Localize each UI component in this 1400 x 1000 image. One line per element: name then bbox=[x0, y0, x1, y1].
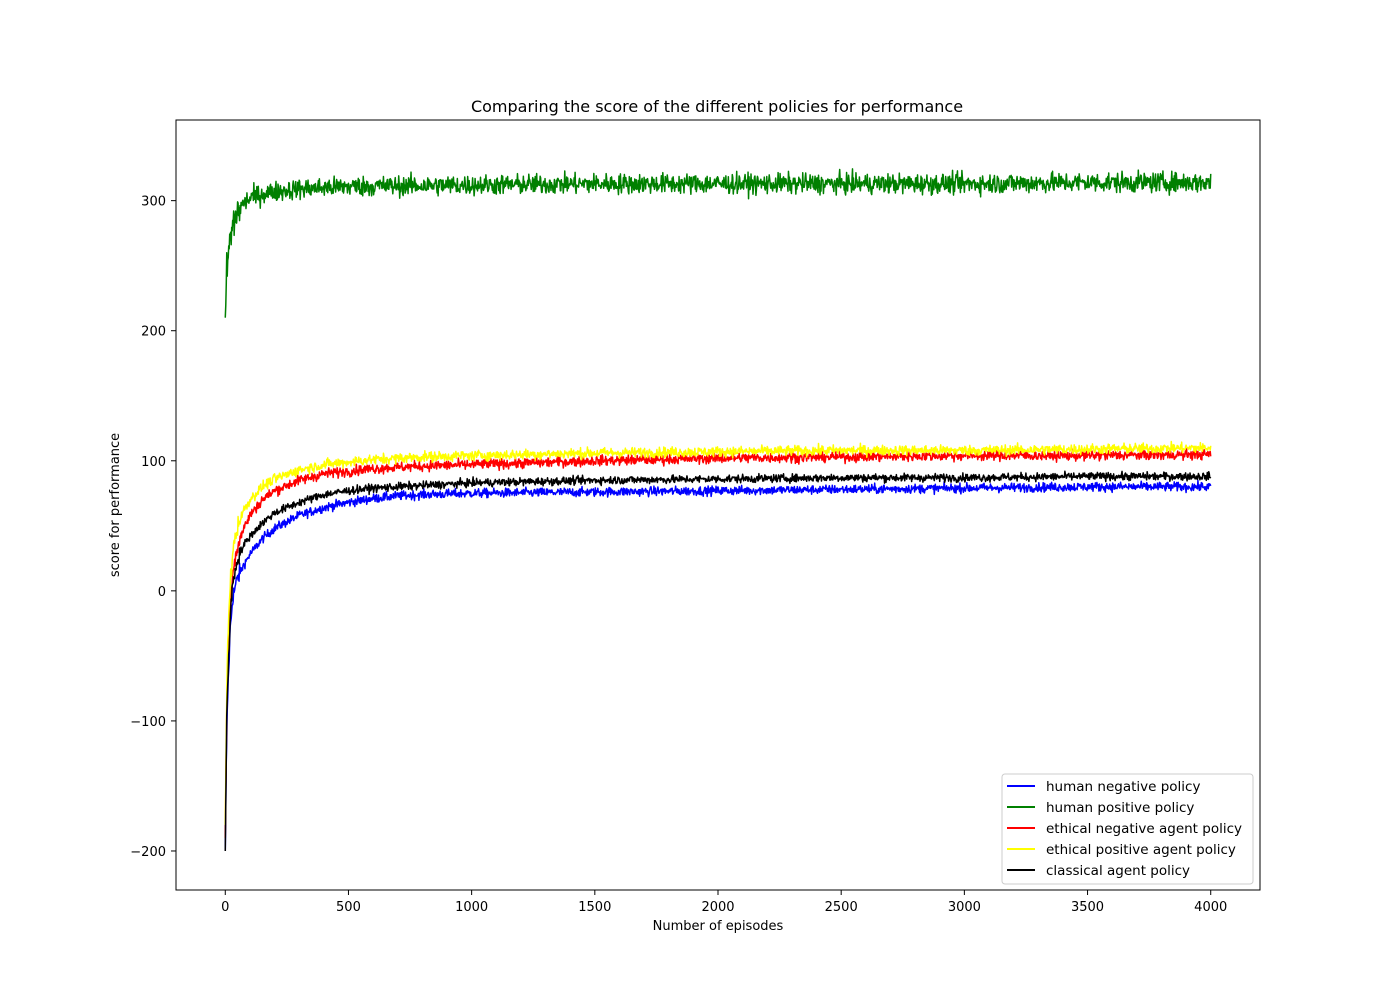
legend-label: human negative policy bbox=[1046, 779, 1200, 795]
y-tick-label: 100 bbox=[141, 455, 166, 470]
legend-label: classical agent policy bbox=[1046, 863, 1190, 879]
series-line-0 bbox=[224, 479, 1212, 851]
x-tick-label: 2000 bbox=[701, 900, 734, 915]
legend-label: ethical positive agent policy bbox=[1046, 842, 1236, 858]
x-tick-label: 500 bbox=[336, 900, 361, 915]
series-line-1 bbox=[224, 168, 1212, 318]
x-tick-label: 4000 bbox=[1194, 900, 1227, 915]
y-tick-label: 300 bbox=[141, 195, 166, 210]
x-tick-label: 1500 bbox=[578, 900, 611, 915]
x-axis-label: Number of episodes bbox=[653, 919, 784, 934]
x-tick-label: 2500 bbox=[825, 900, 858, 915]
x-tick-label: 3000 bbox=[948, 900, 981, 915]
legend-label: ethical negative agent policy bbox=[1046, 821, 1242, 837]
y-tick-label: 0 bbox=[158, 585, 166, 600]
series-line-4 bbox=[224, 470, 1212, 851]
chart-title: Comparing the score of the different pol… bbox=[471, 97, 963, 116]
plot-lines bbox=[224, 168, 1212, 851]
x-tick-label: 1000 bbox=[455, 900, 488, 915]
y-tick-label: −200 bbox=[130, 845, 166, 860]
series-line-2 bbox=[224, 447, 1212, 838]
x-tick-label: 0 bbox=[221, 900, 229, 915]
legend-label: human positive policy bbox=[1046, 800, 1194, 816]
legend-box bbox=[1001, 773, 1254, 885]
legend: human negative policy human positive poli… bbox=[1001, 773, 1254, 885]
y-tick-label: −100 bbox=[130, 715, 166, 730]
y-axis-label: score for performance bbox=[108, 433, 123, 577]
y-tick-label: 200 bbox=[141, 325, 166, 340]
x-tick-label: 3500 bbox=[1071, 900, 1104, 915]
series-line-3 bbox=[224, 440, 1212, 825]
x-axis: 0 500 1000 1500 2000 2500 3000 3500 4000 bbox=[221, 890, 1227, 915]
y-axis: −200 −100 0 100 200 300 bbox=[130, 195, 176, 860]
